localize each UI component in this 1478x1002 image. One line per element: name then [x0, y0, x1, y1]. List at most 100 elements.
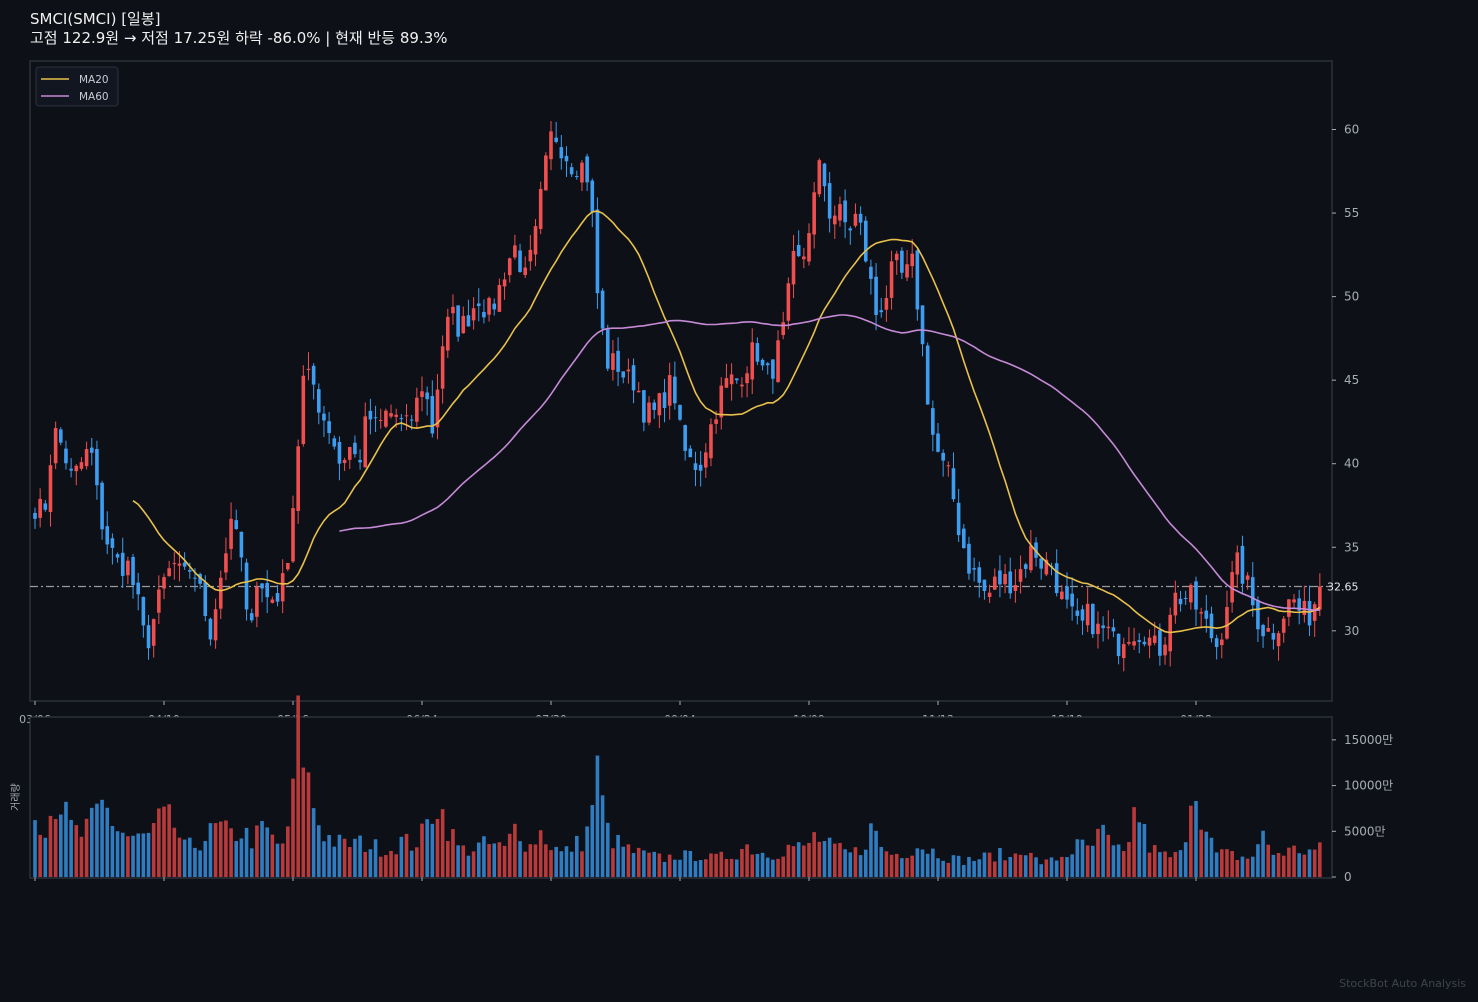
volume-bar — [456, 845, 460, 877]
candle-body — [1261, 624, 1265, 637]
candle — [435, 374, 440, 440]
volume-bar — [1163, 851, 1167, 877]
candle — [249, 608, 254, 623]
candle — [260, 583, 264, 603]
candle-body — [1106, 626, 1111, 629]
candle — [64, 440, 68, 470]
volume-bar — [317, 825, 321, 877]
candle — [559, 135, 564, 170]
legend-label-ma60: MA60 — [79, 91, 109, 103]
candle-body — [740, 384, 744, 387]
candle — [1281, 616, 1286, 643]
volume-bar — [136, 833, 140, 877]
volume-bar — [636, 847, 641, 877]
candle-body — [724, 378, 729, 388]
candle-body — [291, 508, 295, 562]
candle — [105, 511, 110, 555]
candle — [275, 585, 280, 607]
volume-bar — [900, 858, 904, 877]
candle-body — [389, 413, 393, 417]
candle — [590, 178, 595, 228]
volume-bar — [1199, 829, 1203, 877]
candle-body — [384, 410, 388, 427]
candle-body — [585, 156, 589, 183]
candle — [657, 392, 662, 429]
volume-bar — [920, 849, 925, 877]
candle — [415, 387, 419, 429]
volume-bar — [1044, 859, 1049, 877]
candle-body — [590, 180, 595, 212]
price-panel-frame — [29, 60, 1333, 702]
volume-bar — [962, 864, 966, 877]
candle — [1173, 580, 1178, 624]
volume-bar — [765, 857, 770, 877]
candle — [476, 288, 481, 322]
candle — [74, 464, 79, 486]
candle — [172, 552, 177, 580]
volume-bar — [760, 852, 765, 877]
candle — [1080, 605, 1085, 635]
candle — [502, 272, 507, 300]
volume-bar — [368, 849, 373, 877]
volume-bar — [956, 855, 961, 877]
candle-body — [549, 131, 553, 160]
volume-bar — [647, 852, 651, 877]
candle-body — [430, 395, 435, 434]
candle — [48, 454, 53, 527]
candle-body — [858, 213, 863, 223]
volume-bar — [1101, 824, 1105, 877]
volume-bar — [740, 848, 744, 877]
volume-bar — [595, 755, 600, 877]
volume-bar — [291, 778, 295, 877]
candle-body — [941, 452, 945, 461]
candle-body — [188, 570, 192, 572]
volume-bar — [425, 819, 429, 877]
reference-line-label: 32.65 — [1327, 581, 1359, 594]
candle-body — [693, 463, 698, 470]
volume-bar — [358, 835, 362, 877]
candle-body — [972, 568, 976, 570]
candle — [946, 461, 951, 477]
candle — [38, 488, 42, 528]
candle — [853, 203, 858, 228]
candle-body — [998, 570, 1002, 585]
volume-bar — [982, 852, 987, 877]
candle-body — [461, 315, 466, 334]
candle — [776, 330, 780, 383]
y-tick-label: 45 — [1344, 373, 1359, 387]
volume-bar — [1256, 844, 1260, 877]
candle — [569, 163, 574, 178]
volume-bar — [1054, 860, 1059, 877]
volume-bar — [1292, 845, 1296, 877]
candle — [234, 509, 239, 530]
volume-bar — [549, 850, 553, 877]
candle — [286, 562, 290, 572]
candle-body — [1302, 600, 1307, 615]
candle-body — [1214, 638, 1219, 648]
candle-body — [1003, 573, 1007, 585]
candle — [1194, 576, 1198, 626]
candle-body — [1235, 552, 1240, 575]
volume-bar — [827, 837, 832, 877]
candle — [734, 378, 739, 384]
volume-bar — [244, 827, 249, 877]
candle-body — [776, 340, 780, 383]
candle-body — [1225, 607, 1229, 639]
candle-body — [807, 233, 811, 262]
candle-body — [105, 526, 110, 545]
candle-body — [987, 592, 992, 598]
volume-y-tick-label: 15000만 — [1344, 733, 1393, 747]
candle-body — [802, 256, 806, 260]
volume-bar — [812, 832, 816, 877]
candle-body — [544, 155, 548, 191]
candle — [69, 458, 73, 478]
volume-bar — [404, 833, 409, 877]
candle — [962, 524, 966, 549]
volume-bar — [884, 851, 889, 877]
candle-body — [853, 213, 858, 226]
volume-bar — [38, 834, 42, 877]
volume-bar — [1013, 853, 1018, 877]
candle — [265, 570, 269, 614]
candle — [430, 380, 435, 438]
